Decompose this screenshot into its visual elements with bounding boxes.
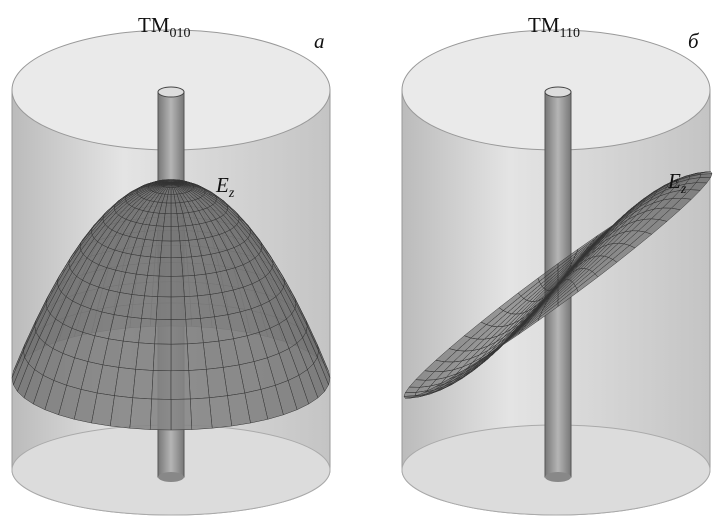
mesh-cell xyxy=(157,275,172,298)
mode-index: 110 xyxy=(560,26,580,41)
mesh-cell xyxy=(699,173,713,178)
mesh-cell xyxy=(187,342,207,371)
mesh-cell xyxy=(170,370,191,400)
mesh-cell xyxy=(170,213,179,227)
field: E xyxy=(667,169,681,193)
panel-letter: б xyxy=(688,29,700,53)
panel-letter: а xyxy=(314,29,325,53)
mesh-cell xyxy=(170,319,188,345)
field-surface xyxy=(403,171,713,399)
rod-bottom xyxy=(158,472,184,482)
mesh-cell xyxy=(537,302,559,322)
rod-top xyxy=(544,86,572,98)
mesh-cell xyxy=(185,318,204,345)
mesh-cell xyxy=(151,370,172,400)
mesh-cell xyxy=(138,318,157,345)
mesh-cell xyxy=(158,257,172,277)
mode-label: TM010 xyxy=(138,13,191,41)
panel-b xyxy=(401,29,713,516)
mode: TM xyxy=(138,13,170,37)
mesh-cell xyxy=(154,319,172,345)
field-label: Ez xyxy=(667,169,687,197)
mesh-cell xyxy=(170,240,182,259)
mesh-cell xyxy=(190,397,213,430)
mesh-cell xyxy=(109,395,134,429)
mesh-cell xyxy=(141,295,158,320)
mesh-cell xyxy=(170,296,187,320)
mesh-cell xyxy=(135,342,155,371)
field-index: z xyxy=(680,182,687,197)
mesh-cell xyxy=(170,226,181,242)
mesh-cell xyxy=(161,226,172,242)
mesh-cell xyxy=(163,213,172,227)
field-label: Ez xyxy=(215,173,235,201)
mesh-cell xyxy=(152,343,172,372)
mesh-cell xyxy=(170,398,193,431)
mesh-cell xyxy=(132,369,154,400)
mesh-cell xyxy=(149,398,172,431)
mode-index: 010 xyxy=(170,26,191,41)
mesh-cell xyxy=(129,397,152,430)
mesh-cell xyxy=(184,295,201,320)
mesh-cell xyxy=(170,275,185,298)
field-index: z xyxy=(228,186,235,201)
mesh-cell xyxy=(170,343,190,372)
rod-bottom xyxy=(545,472,571,482)
mode-label: TM110 xyxy=(528,13,580,41)
mesh-cell xyxy=(208,395,233,429)
mesh-cell xyxy=(160,240,172,259)
mode: TM xyxy=(528,13,560,37)
field-surface xyxy=(11,179,331,431)
rod-top xyxy=(157,86,185,98)
mesh-cell xyxy=(188,369,210,400)
panel-a xyxy=(11,29,331,516)
mesh-cell xyxy=(170,257,184,277)
mesh-cell xyxy=(155,296,172,320)
field: E xyxy=(215,173,229,197)
